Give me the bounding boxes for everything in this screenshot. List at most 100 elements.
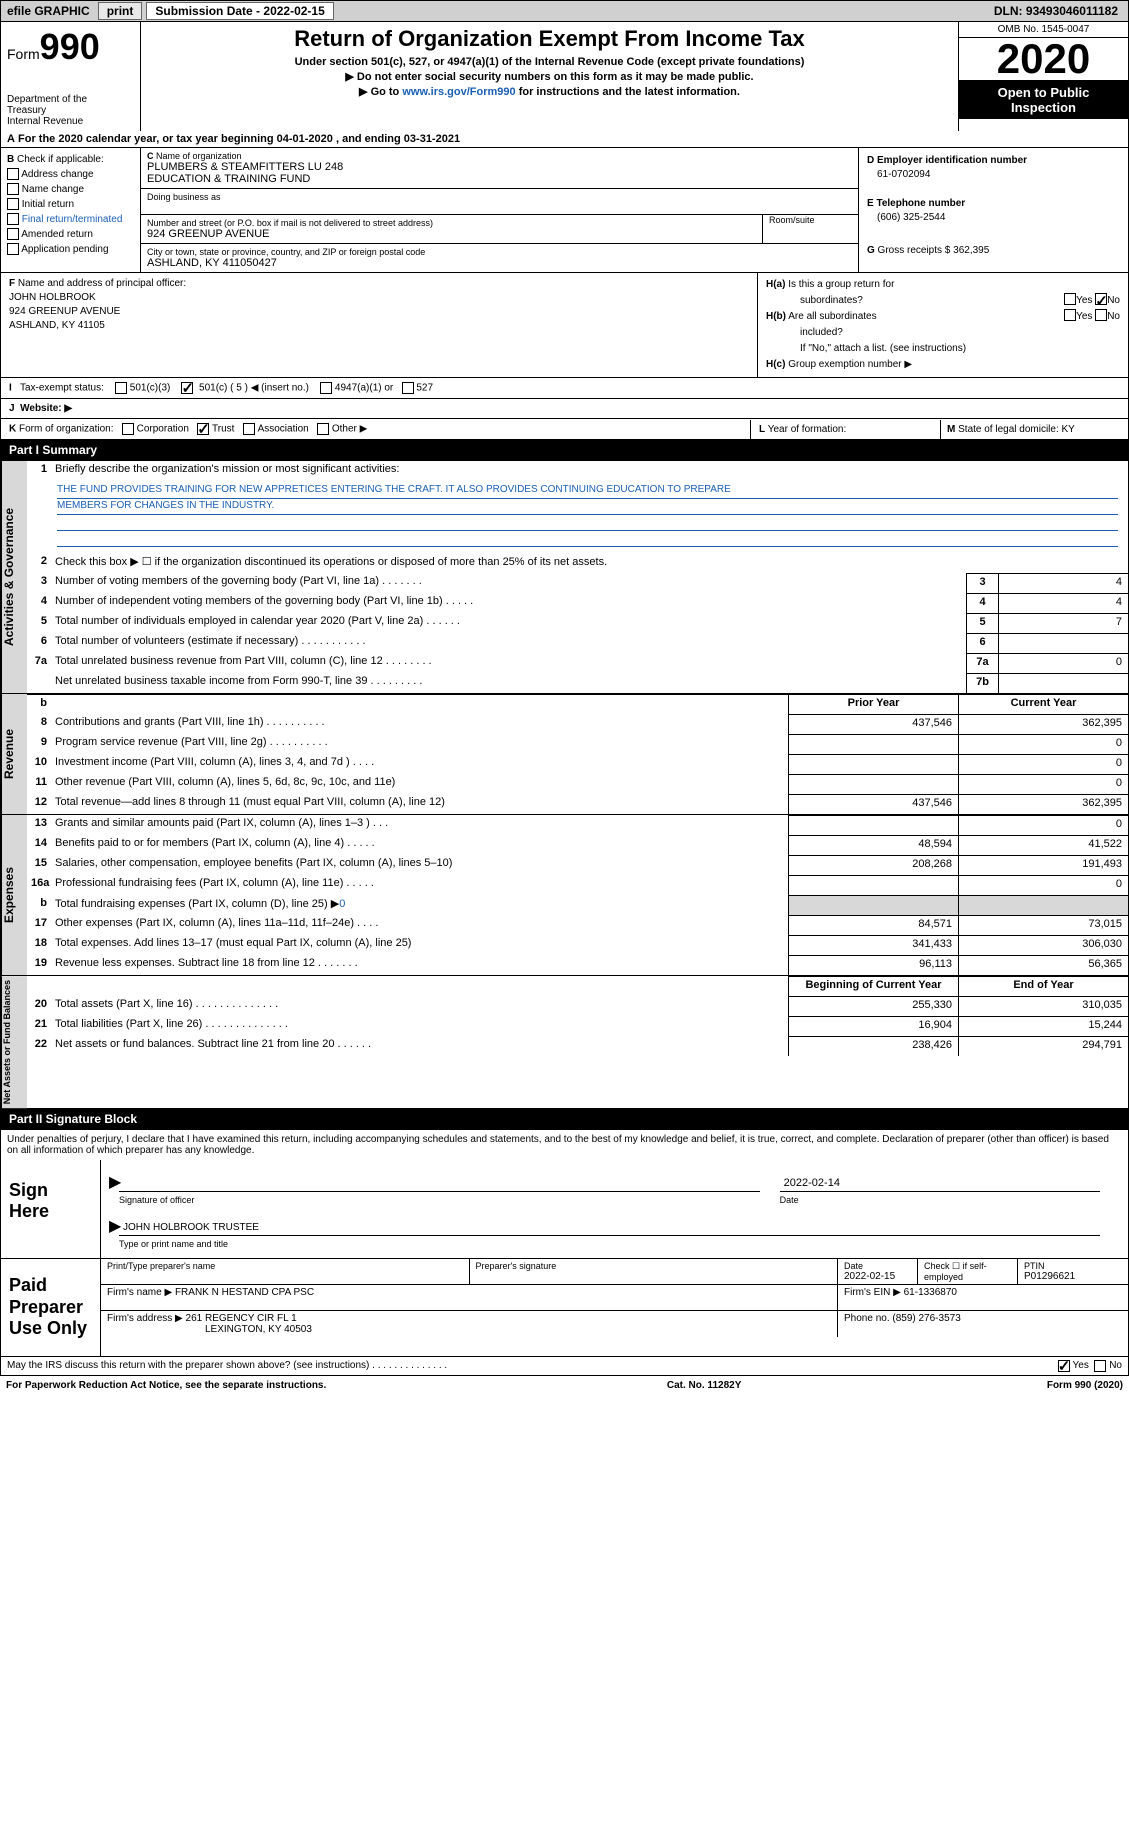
block-c-center: C Name of organization PLUMBERS & STEAMF… [141,148,858,272]
perjury-declaration: Under penalties of perjury, I declare th… [1,1130,1128,1160]
table-row: 5 Total number of individuals employed i… [27,613,1128,633]
org-name-1: PLUMBERS & STEAMFITTERS LU 248 [147,161,852,173]
paid-preparer-block: Paid Preparer Use Only Print/Type prepar… [0,1259,1129,1357]
principal-officer: F Name and address of principal officer:… [1,273,758,377]
sign-here-label: Sign Here [1,1160,101,1258]
header-center: Return of Organization Exempt From Incom… [141,22,958,131]
sidelabel-netassets: Net Assets or Fund Balances [1,976,27,1108]
form990-link[interactable]: www.irs.gov/Form990 [402,86,515,98]
table-row: Net unrelated business taxable income fr… [27,673,1128,693]
top-bar: efile GRAPHIC print Submission Date - 20… [0,0,1129,22]
checkbox-hb-yes[interactable] [1064,309,1076,321]
paid-preparer-label: Paid Preparer Use Only [1,1259,101,1356]
part-2-header: Part II Signature Block [0,1109,1129,1130]
checkbox-hb-no[interactable] [1095,309,1107,321]
block-b-through-g: B Check if applicable: Address change Na… [0,148,1129,273]
table-row: 10 Investment income (Part VIII, column … [27,754,1128,774]
table-row: 20 Total assets (Part X, line 16) . . . … [27,996,1128,1016]
form-990-label: Form990 [7,26,134,68]
subtitle-2: ▶ Do not enter social security numbers o… [149,70,950,83]
table-row: 13 Grants and similar amounts paid (Part… [27,815,1128,835]
tax-period-row: A For the 2020 calendar year, or tax yea… [0,131,1129,148]
checkbox-discuss-no[interactable] [1094,1360,1106,1372]
table-row: 8 Contributions and grants (Part VIII, l… [27,714,1128,734]
part1-netassets: Net Assets or Fund Balances Beginning of… [0,976,1129,1109]
checkbox-name-change[interactable] [7,183,19,195]
checkbox-trust[interactable] [197,423,209,435]
checkbox-corp[interactable] [122,423,134,435]
subtitle-1: Under section 501(c), 527, or 4947(a)(1)… [149,56,950,68]
checkbox-501c[interactable] [181,382,193,394]
table-row: 17 Other expenses (Part IX, column (A), … [27,915,1128,935]
city-state-zip: ASHLAND, KY 411050427 [147,257,852,269]
checkbox-amended[interactable] [7,228,19,240]
part1-revenue: Revenue b Prior Year Current Year 8 Cont… [0,694,1129,815]
checkbox-initial-return[interactable] [7,198,19,210]
block-b-checkboxes: B Check if applicable: Address change Na… [1,148,141,272]
form-header: Form990 Department of the Treasury Inter… [0,22,1129,131]
fundraising-link[interactable]: 0 [339,898,345,910]
table-row: 15 Salaries, other compensation, employe… [27,855,1128,875]
tax-year: 2020 [959,38,1128,81]
signature-block: Under penalties of perjury, I declare th… [0,1130,1129,1259]
form-title: Return of Organization Exempt From Incom… [149,26,950,52]
checkbox-501c3[interactable] [115,382,127,394]
print-button[interactable]: print [98,2,143,20]
checkbox-address-change[interactable] [7,168,19,180]
gross-receipts: 362,395 [953,245,989,256]
table-row: 6 Total number of volunteers (estimate i… [27,633,1128,653]
page-footer: For Paperwork Reduction Act Notice, see … [0,1376,1129,1395]
ein-value: 61-0702094 [867,169,1120,180]
checkbox-other[interactable] [317,423,329,435]
sidelabel-governance: Activities & Governance [1,461,27,693]
block-f-h: F Name and address of principal officer:… [0,273,1129,378]
irs-discuss-row: May the IRS discuss this return with the… [0,1357,1129,1376]
checkbox-discuss-yes[interactable] [1058,1360,1070,1372]
row-i-tax-exempt: I Tax-exempt status: 501(c)(3) 501(c) ( … [0,378,1129,399]
table-row: 9 Program service revenue (Part VIII, li… [27,734,1128,754]
header-right: OMB No. 1545-0047 2020 Open to Public In… [958,22,1128,131]
part1-governance: Activities & Governance 1 Briefly descri… [0,461,1129,694]
org-name-2: EDUCATION & TRAINING FUND [147,173,852,185]
checkbox-ha-yes[interactable] [1064,293,1076,305]
open-to-public: Open to Public Inspection [959,81,1128,119]
arrow-icon: ▶ [109,1172,119,1192]
checkbox-527[interactable] [402,382,414,394]
checkbox-assoc[interactable] [243,423,255,435]
officer-name-line: JOHN HOLBROOK TRUSTEE Type or print name… [119,1212,1100,1236]
table-row: 19 Revenue less expenses. Subtract line … [27,955,1128,975]
row-j-website: J Website: ▶ [0,399,1129,419]
table-row: 11 Other revenue (Part VIII, column (A),… [27,774,1128,794]
signature-line[interactable]: Signature of officer [119,1168,760,1192]
arrow-icon: ▶ [109,1216,119,1236]
table-row: 14 Benefits paid to or for members (Part… [27,835,1128,855]
table-row: 7a Total unrelated business revenue from… [27,653,1128,673]
efile-graphic-label: efile GRAPHIC [1,4,96,18]
sidelabel-expenses: Expenses [1,815,27,975]
phone-value: (606) 325-2544 [867,212,1120,223]
table-row: 21 Total liabilities (Part X, line 26) .… [27,1016,1128,1036]
dln-label: DLN: 93493046011182 [984,4,1128,18]
checkbox-app-pending[interactable] [7,243,19,255]
checkbox-ha-no[interactable] [1095,293,1107,305]
row-k-l-m: K Form of organization: Corporation Trus… [0,419,1129,440]
checkbox-final-return[interactable] [7,213,19,225]
sidelabel-revenue: Revenue [1,694,27,814]
mission-description: THE FUND PROVIDES TRAINING FOR NEW APPRE… [27,481,1128,553]
table-row: 18 Total expenses. Add lines 13–17 (must… [27,935,1128,955]
part-1-header: Part I Summary [0,440,1129,461]
table-row: b Total fundraising expenses (Part IX, c… [27,895,1128,915]
form-left-box: Form990 Department of the Treasury Inter… [1,22,141,131]
table-row: 22 Net assets or fund balances. Subtract… [27,1036,1128,1056]
subtitle-3: ▶ Go to www.irs.gov/Form990 for instruct… [149,85,950,98]
checkbox-4947[interactable] [320,382,332,394]
table-row: 3 Number of voting members of the govern… [27,573,1128,593]
table-row: 12 Total revenue—add lines 8 through 11 … [27,794,1128,814]
table-row: 16a Professional fundraising fees (Part … [27,875,1128,895]
table-row: 4 Number of independent voting members o… [27,593,1128,613]
street-address: 924 GREENUP AVENUE [147,228,269,240]
submission-date-box: Submission Date - 2022-02-15 [146,2,333,20]
part1-expenses: Expenses 13 Grants and similar amounts p… [0,815,1129,976]
block-d-e-g: D Employer identification number 61-0702… [858,148,1128,272]
block-h: H(a) Is this a group return for subordin… [758,273,1128,377]
